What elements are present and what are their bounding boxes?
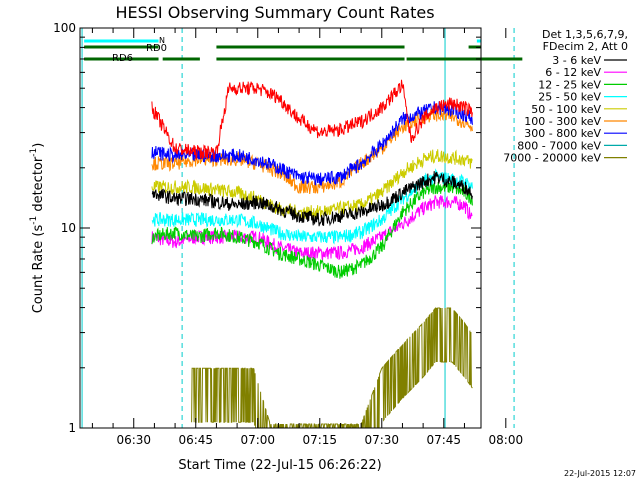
legend-entry-label: 6 - 12 keV	[545, 66, 601, 79]
footer-timestamp: 22-Jul-2015 12:07	[564, 469, 636, 478]
y-axis-label-sup2: -1	[29, 148, 39, 157]
status-bars: RD0 RD6 N	[84, 36, 523, 64]
y-axis-label-main: Count Rate (s	[31, 225, 46, 314]
n-label: N	[159, 36, 165, 45]
series-line	[151, 108, 473, 194]
x-tick-label: 07:45	[426, 433, 461, 447]
legend-entry-label: 7000 - 20000 keV	[503, 152, 601, 165]
y-axis-label-tail: detector	[31, 156, 46, 216]
x-tick-label: 07:30	[364, 433, 399, 447]
series-line	[151, 79, 473, 161]
series-line	[191, 306, 473, 428]
y-tick-label: 100	[53, 21, 76, 35]
legend-entry-label: 3 - 6 keV	[552, 54, 601, 67]
rd0-label: RD0	[146, 43, 167, 54]
y-tick-label: 1	[68, 421, 76, 435]
legend-entry-label: 100 - 300 keV	[524, 115, 601, 128]
legend-header-line-2: FDecim 2, Att 0	[543, 40, 628, 53]
x-tick-label: 07:15	[302, 433, 337, 447]
legend-entry-label: 300 - 800 keV	[524, 127, 601, 140]
legend-entry-label: 25 - 50 keV	[538, 91, 601, 104]
legend-header-line-1: Det 1,3,5,6,7,9,	[542, 28, 628, 41]
series-line	[151, 195, 473, 261]
x-axis-ticks: 06:30 06:45 07:00 07:15 07:30 07:45 08:00	[91, 28, 524, 447]
x-tick-label: 06:45	[178, 433, 213, 447]
x-tick-label: 06:30	[116, 433, 151, 447]
legend-entry-label: 12 - 25 keV	[538, 78, 601, 91]
y-axis-ticks: 1 10 100	[53, 21, 481, 435]
series-group	[151, 79, 473, 428]
chart-title: HESSI Observing Summary Count Rates	[115, 3, 434, 22]
rd6-label: RD6	[112, 53, 133, 64]
legend-entry-label: 50 - 100 keV	[531, 103, 601, 116]
x-axis-label: Start Time (22-Jul-15 06:26:22)	[178, 458, 381, 473]
y-axis-label: Count Rate (s-1 detector-1)	[29, 143, 46, 314]
series-line	[151, 171, 473, 227]
legend-entry-label: 800 - 7000 keV	[517, 139, 601, 152]
y-axis-label-end: )	[31, 143, 46, 148]
x-tick-label: 07:00	[240, 433, 275, 447]
x-tick-label: 08:00	[489, 433, 524, 447]
y-tick-label: 10	[61, 221, 76, 235]
series-line	[151, 180, 473, 279]
y-axis-label-sup: -1	[29, 216, 39, 225]
